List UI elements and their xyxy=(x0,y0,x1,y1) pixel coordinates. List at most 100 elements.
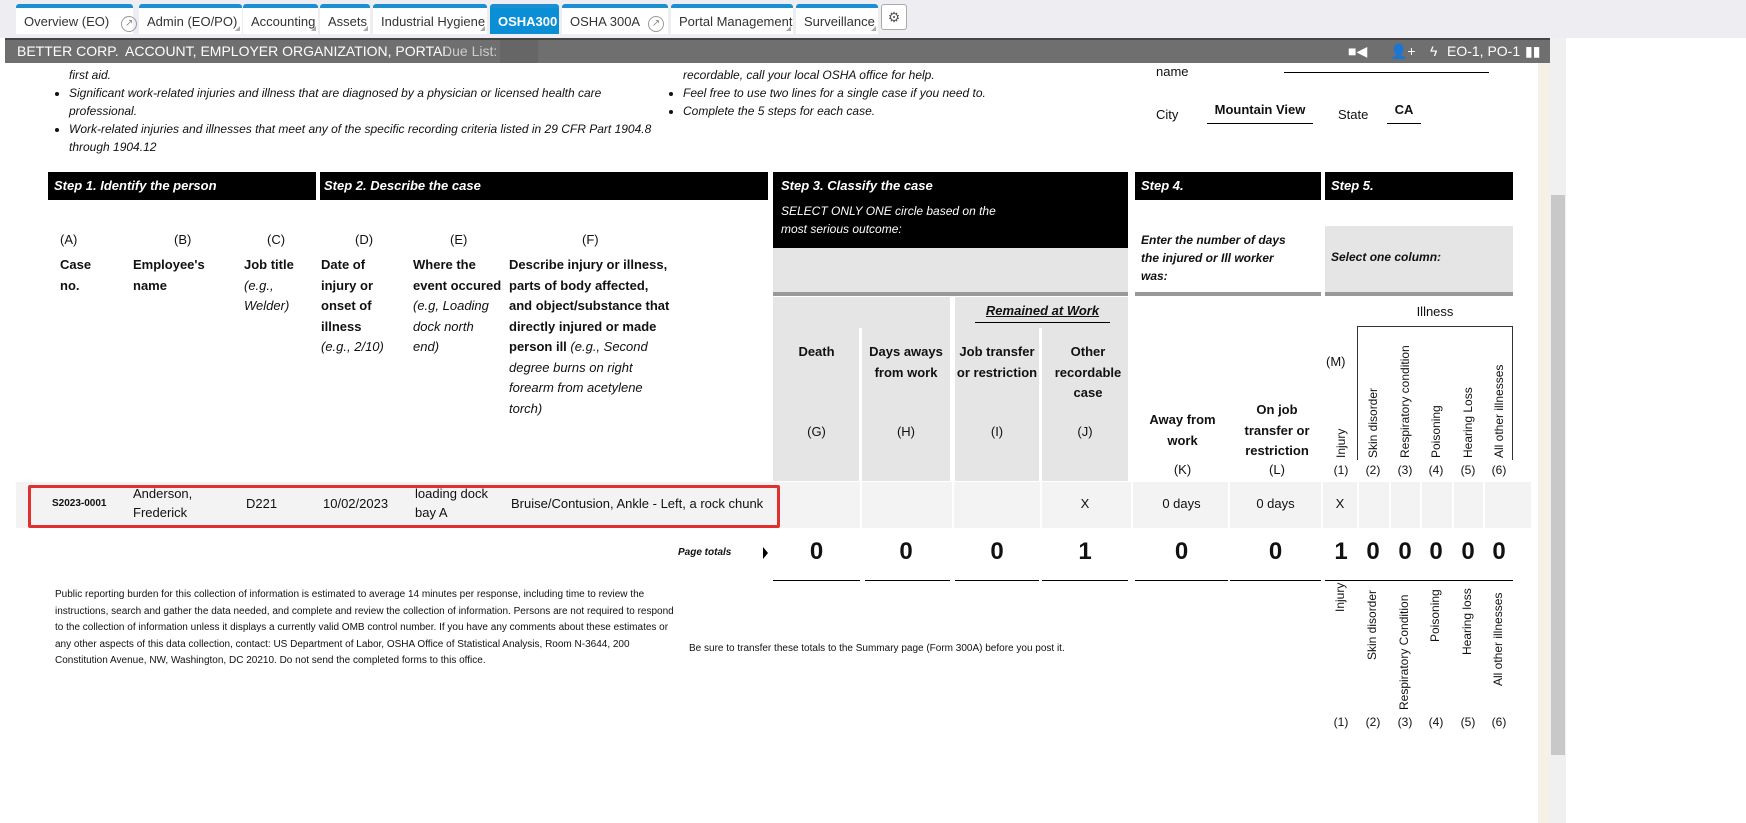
total-type-2: 0 xyxy=(1366,538,1380,565)
col-f-title: Describe injury or illness, parts of bod… xyxy=(509,257,670,354)
video-icon[interactable]: ■◀ xyxy=(1348,43,1368,59)
type-1-number: (1) xyxy=(1333,463,1349,477)
col-e-hint: (e.g, Loading dock north end) xyxy=(413,298,489,354)
tab-accounting[interactable]: Accounting xyxy=(243,4,318,34)
user-role-label[interactable]: EO-1, PO-1 xyxy=(1447,43,1521,59)
intro-text: first aid. xyxy=(69,68,112,82)
gear-icon[interactable]: ⚙ xyxy=(881,4,907,30)
state-value: CA xyxy=(1387,102,1421,124)
injury-type-value[interactable]: X xyxy=(1335,496,1345,511)
total-type-1: 1 xyxy=(1334,538,1348,565)
days-away-value: 0 days xyxy=(1162,496,1201,511)
col-e-title: Where the event occured xyxy=(413,257,502,293)
col-i-letter: (I) xyxy=(990,424,1004,439)
type-4-title: Poisoning xyxy=(1429,405,1443,458)
step5-header: Step 5. xyxy=(1325,172,1513,200)
tab-label: Overview (EO) xyxy=(24,14,110,29)
footer-type-5-title: Hearing loss xyxy=(1460,588,1474,655)
due-list-label: Due List: xyxy=(442,43,498,59)
col-h-title: Days aways from work xyxy=(869,344,943,380)
footer-type-4-number: (4) xyxy=(1428,715,1444,729)
tab-label: Industrial Hygiene xyxy=(381,14,486,29)
tab-assets[interactable]: Assets xyxy=(320,4,370,34)
total-type-5: 0 xyxy=(1461,538,1475,565)
col-l-title: On job transfer or restriction xyxy=(1244,402,1310,458)
employee-name: Anderson, Frederick xyxy=(133,486,193,520)
days-transfer-value: 0 days xyxy=(1256,496,1295,511)
add-user-icon[interactable]: 👤+ xyxy=(1390,43,1416,59)
tab-osha300[interactable]: OSHA300 xyxy=(490,4,559,34)
footer-type-2-title: Skin disorder xyxy=(1365,589,1379,660)
intro-text: recordable, call your local OSHA office … xyxy=(683,68,935,82)
step2-header: Step 2. Describe the case xyxy=(320,172,768,200)
tab-label: Assets xyxy=(328,14,368,29)
company-name: BETTER CORP. xyxy=(17,43,119,59)
intro-middle: recordable, call your local OSHA office … xyxy=(683,66,1083,120)
col-k-title: Away from work xyxy=(1149,412,1216,448)
step3-header: Step 3. Classify the case SELECT ONLY ONE… xyxy=(773,172,1128,248)
step3-gray xyxy=(773,248,1128,292)
illness-bracket xyxy=(1357,326,1513,460)
col-c-letter: (C) xyxy=(267,232,286,247)
tab-label: Admin (EO/PO) xyxy=(147,14,238,29)
step3-title: Step 3. Classify the case xyxy=(781,178,933,193)
external-link-icon[interactable]: ↗ xyxy=(648,16,665,32)
scrollbar-thumb[interactable] xyxy=(1551,195,1565,755)
type-6-title: All other illnesses xyxy=(1492,364,1506,458)
col-j-title: Other recordable case xyxy=(1054,344,1122,400)
tab-bar: Overview (EO) ↗ Admin (EO/PO) Accounting … xyxy=(0,0,1746,38)
total-type-3: 0 xyxy=(1398,538,1412,565)
step5-subtitle: Select one column: xyxy=(1325,226,1513,292)
other-recordable-value[interactable]: X xyxy=(1080,496,1090,511)
city-value: Mountain View xyxy=(1207,102,1313,124)
burden-statement: Public reporting burden for this collect… xyxy=(55,589,674,666)
row-highlight xyxy=(28,485,780,528)
arrow-right-icon xyxy=(763,547,768,559)
col-f-hint: (e.g., Second degree burns on right fore… xyxy=(509,339,648,416)
col-e-letter: (E) xyxy=(450,232,468,247)
divider xyxy=(1039,328,1042,481)
col-d-letter: (D) xyxy=(355,232,374,247)
total-away-days: 0 xyxy=(1174,538,1189,565)
col-f-letter: (F) xyxy=(582,232,599,247)
col-k-letter: (K) xyxy=(1173,462,1192,477)
tab-label: OSHA300 xyxy=(498,14,558,29)
table-row[interactable] xyxy=(16,482,1531,528)
context-header: BETTER CORP. ACCOUNT, EMPLOYER ORGANIZAT… xyxy=(5,38,1550,63)
tab-portal-management[interactable]: Portal Management xyxy=(671,4,793,34)
case-number[interactable]: S2023-0001 xyxy=(52,498,107,509)
col-c-hint: (e.g., Welder) xyxy=(244,277,290,314)
col-d-hint: (e.g., 2/10) xyxy=(321,339,384,354)
job-title: D221 xyxy=(246,496,278,511)
type-2-number: (2) xyxy=(1365,463,1381,477)
external-link-icon[interactable]: ↗ xyxy=(121,16,138,32)
chart-icon[interactable]: ▮▮ xyxy=(1525,43,1541,59)
tab-overview[interactable]: Overview (EO) ↗ xyxy=(16,4,138,34)
type-6-number: (6) xyxy=(1491,463,1507,477)
context-label: ACCOUNT, EMPLOYER ORGANIZATION, PORTAL xyxy=(125,43,451,59)
tab-industrial-hygiene[interactable]: Industrial Hygiene xyxy=(373,4,487,34)
due-list-field[interactable] xyxy=(500,40,538,63)
footer-type-6-number: (6) xyxy=(1491,715,1507,729)
intro-item: Complete the 5 steps for each case. xyxy=(683,102,1083,120)
total-transfer-days: 0 xyxy=(1268,538,1283,565)
total-death: 0 xyxy=(809,538,824,565)
total-job-transfer: 0 xyxy=(990,538,1004,565)
step1-header: Step 1. Identify the person xyxy=(48,172,316,200)
name-underline xyxy=(1284,72,1489,73)
footer-type-3-title: Respiratory Condition xyxy=(1397,594,1411,710)
tab-osha300a[interactable]: OSHA 300A ↗ xyxy=(562,4,668,34)
tab-label: Portal Management xyxy=(679,14,793,29)
remained-underline xyxy=(975,322,1110,323)
lightning-icon[interactable]: ϟ xyxy=(1430,43,1438,59)
type-4-number: (4) xyxy=(1428,463,1444,477)
col-b-title: Employee's name xyxy=(133,257,205,293)
tab-surveillance[interactable]: Surveillance xyxy=(796,4,878,34)
tab-label: Accounting xyxy=(251,14,316,29)
city-label: City xyxy=(1156,107,1179,122)
side-strip xyxy=(1538,63,1550,823)
tab-admin[interactable]: Admin (EO/PO) xyxy=(139,4,242,34)
type-5-number: (5) xyxy=(1460,463,1476,477)
col-i-title: Job transfer or restriction xyxy=(956,344,1038,380)
col-a-title: Case no. xyxy=(60,257,92,293)
